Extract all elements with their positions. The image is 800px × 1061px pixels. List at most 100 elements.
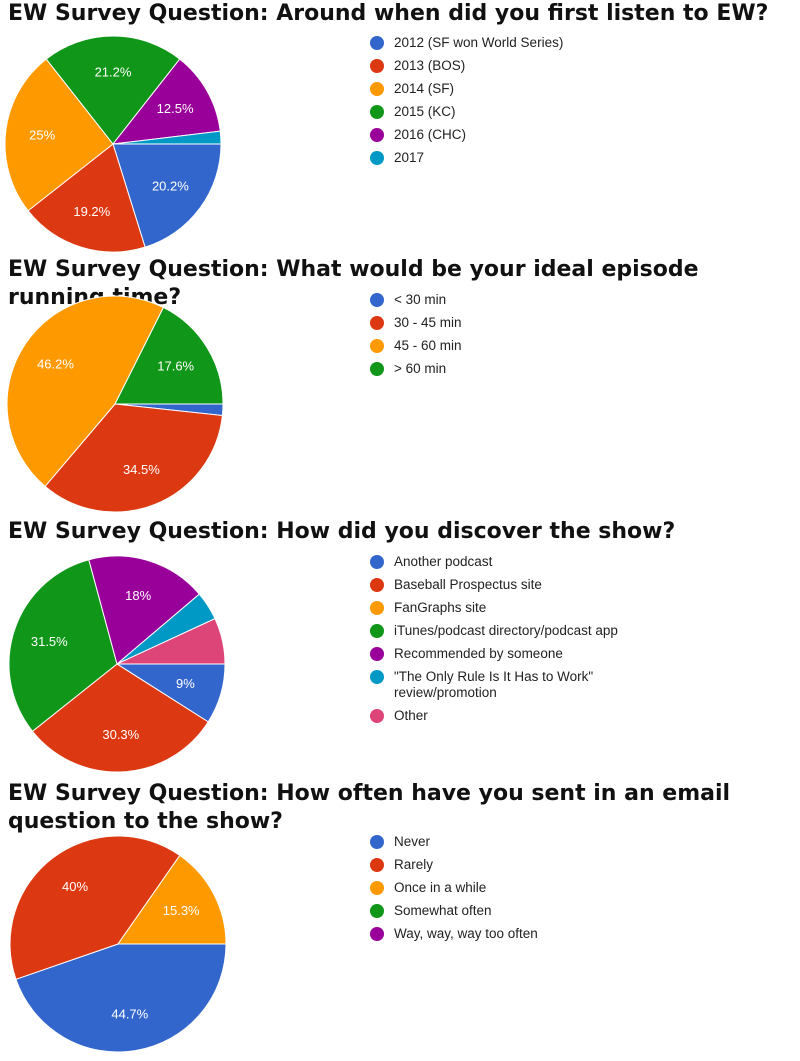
slice-label-2016-chc: 12.5% — [157, 101, 194, 116]
slice-label-itunes-podcast-directory-podcast-app: 31.5% — [31, 634, 68, 649]
legend-label: Once in a while — [394, 880, 487, 895]
chart-panel-discover: EW Survey Question: How did you discover… — [0, 518, 800, 780]
pie-chart: 9% 30.3% 31.5% 18% — [8, 555, 226, 773]
legend-swatch-icon — [370, 293, 384, 307]
legend-swatch-icon — [370, 316, 384, 330]
pie-slice-other — [116, 617, 226, 665]
legend-item-rarely: Rarely — [370, 857, 538, 873]
legend-item-baseball-prospectus-site: Baseball Prospectus site — [370, 577, 654, 593]
slice-label-45-60-min: 46.2% — [37, 357, 74, 372]
legend-label: Other — [394, 708, 428, 723]
pie-chart: 34.5% 46.2% 17.6% — [6, 295, 224, 513]
slice-label-baseball-prospectus-site: 30.3% — [102, 727, 139, 742]
legend-label: Rarely — [394, 857, 434, 872]
legend-swatch-icon — [370, 858, 384, 872]
legend-item-way-way-way-too-often: Way, way, way too often — [370, 926, 538, 942]
pie-chart: 44.7% 40% 15.3% — [9, 835, 227, 1053]
legend-swatch-icon — [370, 339, 384, 353]
slice-label-another-podcast: 9% — [176, 676, 195, 691]
legend-item-another-podcast: Another podcast — [370, 554, 654, 570]
legend: Another podcast Baseball Prospectus site F… — [370, 554, 654, 731]
slice-label-30-45-min: 34.5% — [123, 462, 160, 477]
legend-item-itunes-podcast-directory-podcast-app: iTunes/podcast directory/podcast app — [370, 623, 654, 639]
legend-swatch-icon — [370, 128, 384, 142]
slice-label-rarely: 40% — [62, 879, 88, 894]
pie-slice-60-min — [114, 306, 224, 405]
legend-label: < 30 min — [394, 292, 447, 307]
legend-label: Never — [394, 834, 431, 849]
legend-swatch-icon — [370, 578, 384, 592]
legend-swatch-icon — [370, 82, 384, 96]
legend-swatch-icon — [370, 647, 384, 661]
pie-slice-never — [15, 943, 227, 1053]
legend-label: 2012 (SF won World Series) — [394, 35, 564, 50]
legend-item-fangraphs-site: FanGraphs site — [370, 600, 654, 616]
pie-slice-baseball-prospectus-site — [31, 663, 209, 773]
legend-item-2015-kc: 2015 (KC) — [370, 104, 563, 120]
pie-slice-45-60-min — [6, 295, 165, 488]
legend-swatch-icon — [370, 105, 384, 119]
legend-item-30-45-min: 30 - 45 min — [370, 315, 462, 331]
chart-title: EW Survey Question: What would be your i… — [8, 257, 699, 310]
pie-slice-2017 — [112, 130, 222, 145]
slice-label-never: 44.7% — [111, 1006, 148, 1021]
pie-slice-itunes-podcast-directory-podcast-app — [8, 559, 118, 732]
legend-swatch-icon — [370, 36, 384, 50]
legend-label: 30 - 45 min — [394, 315, 462, 330]
legend-item-once-in-a-while: Once in a while — [370, 880, 538, 896]
legend-label: 2014 (SF) — [394, 81, 455, 96]
legend-label: Another podcast — [394, 554, 493, 569]
legend-item-2017: 2017 — [370, 150, 563, 166]
legend-item-somewhat-often: Somewhat often — [370, 903, 538, 919]
legend-swatch-icon — [370, 835, 384, 849]
chart-title: EW Survey Question: Around when did you … — [8, 1, 769, 26]
legend-label: iTunes/podcast directory/podcast app — [394, 623, 618, 638]
pie-slice-rarely — [9, 835, 181, 980]
legend-label: 45 - 60 min — [394, 338, 462, 353]
legend-swatch-icon — [370, 670, 384, 684]
legend-label: 2013 (BOS) — [394, 58, 466, 73]
legend-swatch-icon — [370, 881, 384, 895]
legend-label: 2017 — [394, 150, 425, 165]
legend-swatch-icon — [370, 59, 384, 73]
slice-label-60-min: 17.6% — [157, 359, 194, 374]
legend-item-60-min: > 60 min — [370, 361, 462, 377]
legend-swatch-icon — [370, 362, 384, 376]
legend-item-other: Other — [370, 708, 654, 724]
legend-label: 2015 (KC) — [394, 104, 456, 119]
pie-slice-2015-kc — [45, 35, 181, 145]
legend-item-the-only-rule-is-it-has-to-work-review-promotion: "The Only Rule Is It Has to Work" review… — [370, 669, 654, 701]
legend-label: "The Only Rule Is It Has to Work" review… — [394, 669, 594, 700]
legend: 2012 (SF won World Series) 2013 (BOS) 2014… — [370, 35, 563, 173]
legend-item-2013-bos: 2013 (BOS) — [370, 58, 563, 74]
slice-label-2015-kc: 21.2% — [95, 65, 132, 80]
legend-swatch-icon — [370, 624, 384, 638]
legend-label: Baseball Prospectus site — [394, 577, 542, 592]
pie-slice-recommended-by-someone — [88, 555, 201, 665]
legend-item-2014-sf: 2014 (SF) — [370, 81, 563, 97]
pie-slice-2013-bos — [27, 143, 146, 253]
legend: < 30 min 30 - 45 min 45 - 60 min > 60 min — [370, 292, 462, 384]
legend-swatch-icon — [370, 601, 384, 615]
pie-slice-2014-sf — [4, 58, 114, 212]
pie-slice-once-in-a-while — [117, 854, 227, 945]
legend-swatch-icon — [370, 555, 384, 569]
legend-label: FanGraphs site — [394, 600, 487, 615]
chart-panel-first-listen: EW Survey Question: Around when did you … — [0, 0, 800, 256]
legend-label: 2016 (CHC) — [394, 127, 467, 142]
slice-label-once-in-a-while: 15.3% — [163, 903, 200, 918]
legend-label: Way, way, way too often — [394, 926, 538, 941]
legend-item-never: Never — [370, 834, 538, 850]
legend-item-45-60-min: 45 - 60 min — [370, 338, 462, 354]
slice-label-2014-sf: 25% — [29, 128, 55, 143]
legend-label: Somewhat often — [394, 903, 492, 918]
pie-slice-30-45-min — [44, 403, 223, 513]
slice-label-2012-sf-won-world-series: 20.2% — [152, 178, 189, 193]
pie-chart: 20.2% 19.2% 25% 21.2% 12.5% — [4, 35, 222, 253]
legend-label: Recommended by someone — [394, 646, 563, 661]
legend-swatch-icon — [370, 927, 384, 941]
slice-label-2013-bos: 19.2% — [73, 204, 110, 219]
slice-label-recommended-by-someone: 18% — [125, 588, 151, 603]
legend-item-30-min: < 30 min — [370, 292, 462, 308]
chart-title: EW Survey Question: How did you discover… — [8, 519, 676, 544]
